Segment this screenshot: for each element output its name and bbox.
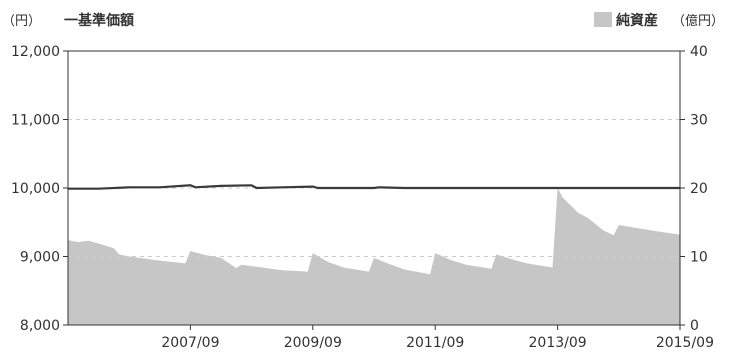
right-axis-tick-label: 0 xyxy=(690,318,699,334)
nav-legend-label: 一基準価額 xyxy=(64,12,134,29)
x-axis-tick-label: 2007/09 xyxy=(161,335,219,351)
x-axis-tick-label: 2013/09 xyxy=(529,335,587,351)
net-assets-area xyxy=(68,188,680,325)
x-axis-tick-label: 2015/09 xyxy=(656,335,714,351)
right-axis-tick-label: 30 xyxy=(690,113,708,129)
right-axis-tick-label: 10 xyxy=(690,250,708,266)
left-axis-tick-label: 9,000 xyxy=(20,250,60,266)
left-axis-tick-label: 12,000 xyxy=(11,44,60,60)
left-axis-tick-label: 11,000 xyxy=(11,113,60,129)
nav-line xyxy=(68,184,680,190)
x-axis-tick-label: 2009/09 xyxy=(284,335,342,351)
plot-area: 8,000 9,000 10,000 11,000 12,000 0 10 20 30 40 200… xyxy=(11,44,714,351)
left-axis-unit: （円） xyxy=(2,14,41,29)
x-axis-tick-label: 2011/09 xyxy=(406,335,464,351)
right-axis-tick-label: 40 xyxy=(690,44,708,60)
left-axis-tick-label: 8,000 xyxy=(20,318,60,334)
right-axis-unit: （億円） xyxy=(672,13,724,29)
net-assets-legend-label: 純資産 xyxy=(616,12,658,29)
net-assets-legend-swatch xyxy=(594,12,612,27)
right-axis-tick-label: 20 xyxy=(690,181,708,197)
left-axis-tick-label: 10,000 xyxy=(11,181,60,197)
